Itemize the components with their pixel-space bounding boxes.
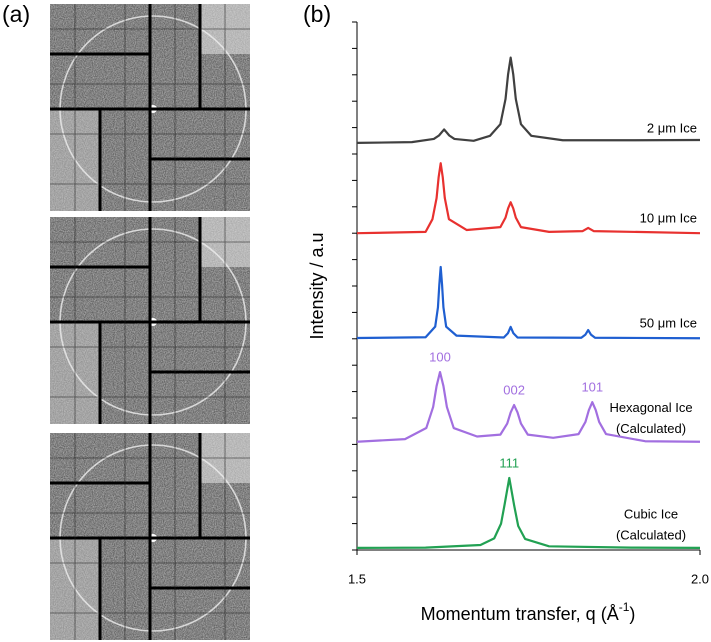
detector-image [50, 4, 250, 211]
detector-image [50, 217, 250, 424]
legend-label: 50 μm Ice [640, 315, 697, 330]
legend-note: (Calculated) [616, 527, 686, 542]
spectrum-line [356, 476, 701, 549]
detector-image [50, 433, 250, 640]
x-tick-label: 2.0 [691, 571, 709, 586]
legend-label: Cubic Ice [624, 506, 678, 521]
legend-note: (Calculated) [616, 421, 686, 436]
peak-label: 002 [503, 383, 525, 398]
x-tick-label: 1.5 [348, 571, 366, 586]
panel-label: (b) [303, 1, 331, 27]
y-axis-label: Intensity / a.u [307, 232, 327, 339]
spectrum-line [356, 162, 701, 235]
legend-label: 10 μm Ice [640, 211, 697, 226]
panel-label: (a) [2, 1, 30, 27]
legend-label: 2 μm Ice [647, 120, 697, 135]
peak-label: 101 [581, 380, 603, 395]
peak-label: 111 [499, 455, 519, 470]
spectrum-line [356, 370, 701, 443]
x-axis-label: Momentum transfer, q (Å-1) [421, 600, 636, 624]
legend-label: Hexagonal Ice [609, 400, 692, 415]
spectrum-line [356, 56, 701, 145]
spectrum-line [356, 265, 701, 340]
peak-label: 100 [429, 350, 451, 365]
